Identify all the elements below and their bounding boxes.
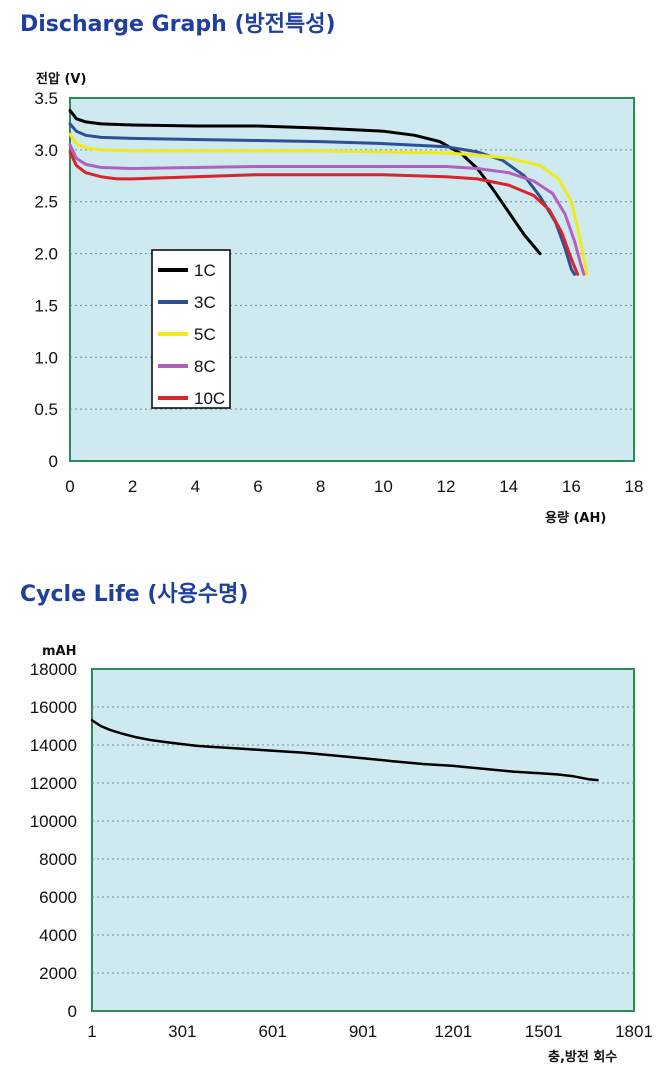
cycle-y-tick-label: 4000 xyxy=(39,926,77,945)
cycle-x-tick-label: 1201 xyxy=(434,1022,472,1041)
cycle-life-chart: 0 2000 4000 6000 8000 10000 12000 14000 16000 180… xyxy=(30,644,653,1065)
cycle-x-tick-label: 1801 xyxy=(615,1022,653,1041)
legend-box xyxy=(151,249,231,409)
discharge-chart: 0 0.5 1.0 1.5 2.0 2.5 3.0 3.5 0 2 4 6 8 10 12 14 16 18 전… xyxy=(34,71,644,526)
cycle-y-axis-label: mAH xyxy=(42,644,77,659)
discharge-x-tick-label: 12 xyxy=(437,477,456,496)
cycle-plot-area xyxy=(91,668,635,1012)
discharge-x-tick-label: 4 xyxy=(191,477,200,496)
discharge-y-tick-label: 2.0 xyxy=(34,245,58,264)
discharge-x-tick-label: 10 xyxy=(374,477,393,496)
cycle-life-title: Cycle Life (사용수명) xyxy=(20,582,249,607)
discharge-x-axis-label: 용량 (AH) xyxy=(545,510,606,526)
discharge-series-line-5c xyxy=(68,132,589,276)
cycle-x-tick-label: 301 xyxy=(168,1022,196,1041)
cycle-x-axis-label: 충,방전 회수 xyxy=(548,1049,617,1065)
cycle-y-tick-label: 10000 xyxy=(30,812,77,831)
discharge-series-line-10c xyxy=(68,150,580,276)
discharge-y-tick-label: 3.0 xyxy=(34,141,58,160)
legend-label-10c: 10C xyxy=(194,389,225,408)
discharge-y-tick-label: 1.5 xyxy=(34,296,58,315)
discharge-graph-title: Discharge Graph (방전특성) xyxy=(20,12,336,37)
cycle-y-tick-label: 2000 xyxy=(39,964,77,983)
cycle-y-tick-label: 14000 xyxy=(30,736,77,755)
cycle-y-tick-label: 18000 xyxy=(30,660,77,679)
cycle-x-tick-label: 901 xyxy=(349,1022,377,1041)
legend-label-1c: 1C xyxy=(194,261,216,280)
legend-label-8c: 8C xyxy=(194,357,216,376)
discharge-x-tick-label: 8 xyxy=(316,477,325,496)
discharge-legend: 1C 3C 5C 8C 10C xyxy=(151,249,231,409)
discharge-y-axis-label: 전압 (V) xyxy=(36,71,86,87)
discharge-x-tick-label: 6 xyxy=(253,477,262,496)
cycle-y-tick-label: 12000 xyxy=(30,774,77,793)
discharge-y-tick-label: 0 xyxy=(49,452,58,471)
cycle-y-tick-label: 6000 xyxy=(39,888,77,907)
discharge-y-tick-label: 3.5 xyxy=(34,89,58,108)
discharge-x-tick-label: 18 xyxy=(625,477,644,496)
cycle-y-tick-label: 8000 xyxy=(39,850,77,869)
cycle-x-tick-label: 1 xyxy=(87,1022,96,1041)
cycle-x-tick-label: 601 xyxy=(258,1022,286,1041)
discharge-y-tick-label: 1.0 xyxy=(34,348,58,367)
discharge-series-line-8c xyxy=(68,143,586,276)
legend-label-5c: 5C xyxy=(194,325,216,344)
discharge-x-tick-label: 2 xyxy=(128,477,137,496)
discharge-x-tick-label: 16 xyxy=(562,477,581,496)
discharge-x-tick-label: 14 xyxy=(499,477,518,496)
discharge-y-tick-label: 0.5 xyxy=(34,400,58,419)
cycle-y-tick-label: 0 xyxy=(68,1002,77,1021)
cycle-series-line-0 xyxy=(90,719,599,782)
discharge-y-tick-label: 2.5 xyxy=(34,193,58,212)
cycle-y-tick-label: 16000 xyxy=(30,698,77,717)
discharge-series-line-1c xyxy=(68,108,542,256)
discharge-x-tick-label: 0 xyxy=(65,477,74,496)
cycle-x-tick-label: 1501 xyxy=(525,1022,563,1041)
legend-label-3c: 3C xyxy=(194,293,216,312)
